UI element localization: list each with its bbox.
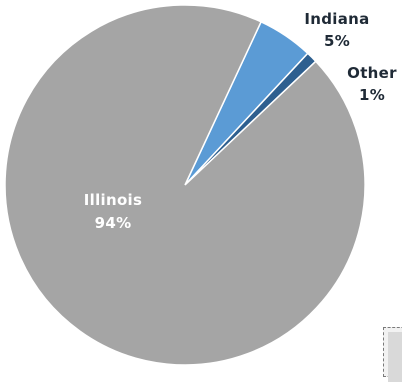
pie-chart-canvas: Indiana 5% Other 1% Illinois 94% xyxy=(4,4,397,366)
slice-value-other: 1% xyxy=(359,86,385,104)
pie-labels: Indiana 5% Other 1% Illinois 94% xyxy=(84,10,397,232)
slice-value-illinois: 94% xyxy=(95,214,132,232)
pie-chart: Indiana 5% Other 1% Illinois 94% xyxy=(4,4,397,366)
slice-label-indiana: Indiana xyxy=(304,10,369,28)
slice-value-indiana: 5% xyxy=(324,32,350,50)
resize-handle[interactable] xyxy=(383,327,402,382)
slice-label-illinois: Illinois xyxy=(84,191,142,209)
pie-slice-illinois xyxy=(4,4,366,366)
pie-slices xyxy=(4,4,366,366)
slice-label-other: Other xyxy=(347,64,397,82)
